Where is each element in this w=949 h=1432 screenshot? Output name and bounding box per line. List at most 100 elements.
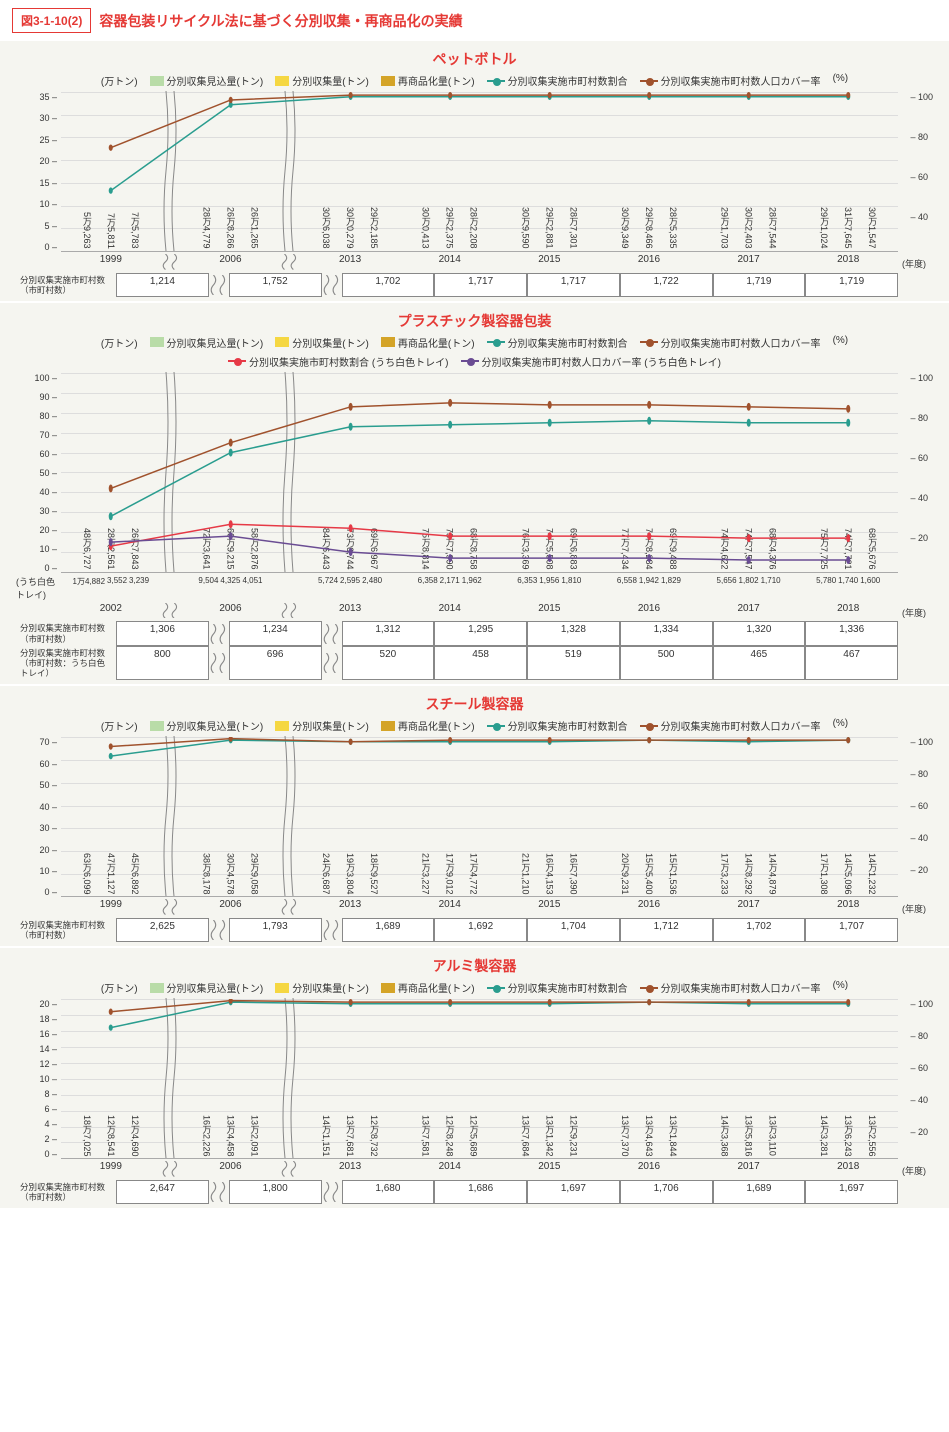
legend-label: 分別収集実施市町村数人口カバー率	[661, 980, 821, 995]
table-row: 分別収集実施市町村数（市町村数：うち白色トレイ）8006965204585195…	[16, 646, 933, 681]
legend-line-swatch	[640, 341, 658, 343]
x-axis: 19992006201320142015201620172018(年度)	[16, 254, 933, 273]
legend-line-swatch	[487, 80, 505, 82]
axis-break-x	[209, 1180, 229, 1204]
sub-value: 1,942	[639, 576, 659, 585]
panel-title: スチール製容器	[16, 694, 933, 714]
legend-label: 分別収集実施市町村数割合 (うち白色トレイ)	[249, 354, 448, 369]
bar-value-label: 17万1,308	[818, 853, 831, 895]
bar-value-label: 13万7,370	[619, 1115, 632, 1157]
sub-value: 1,810	[561, 576, 581, 585]
legend-label: 分別収集見込量(トン)	[167, 718, 264, 733]
table-cell: 1,697	[527, 1180, 620, 1204]
y-tick: 20 –	[16, 845, 57, 855]
bar-value-label: 60万9,215	[224, 528, 237, 570]
y-axis-left: 35 –30 –25 –20 –15 –10 –5 –0 –	[16, 92, 61, 252]
y-axis-right: – 100– 80– 60– 40– 20	[898, 737, 933, 897]
table-cell: 458	[434, 646, 527, 681]
panel-title: ペットボトル	[16, 49, 933, 69]
x-tick: 2017	[699, 1161, 799, 1180]
x-unit: (年度)	[898, 1161, 933, 1180]
table-cell: 1,704	[527, 918, 620, 942]
table-cell: 1,712	[620, 918, 713, 942]
sub-value-cell: 5,6561,8021,710	[699, 575, 799, 601]
bar-value-label: 17万3,233	[719, 853, 732, 895]
bar-value-label: 16万7,390	[567, 853, 580, 895]
panels-container: ペットボトル(万トン)分別収集見込量(トン)分別収集量(トン)再商品化量(トン)…	[0, 41, 949, 1208]
legend-label: 再商品化量(トン)	[398, 335, 475, 350]
table-cell: 1,793	[229, 918, 322, 942]
y-tick: 60 –	[16, 449, 57, 459]
bar-value-label: 29万1,024	[818, 207, 831, 249]
bar-value-label: 45万6,892	[129, 853, 142, 895]
bar-value-label: 16万2,226	[200, 1115, 213, 1157]
bar-value-label: 13万1,342	[543, 1115, 556, 1157]
y-tick: 4 –	[16, 1119, 57, 1129]
bar-value-label: 74万5,508	[543, 528, 556, 570]
bar-value-label: 69万6,967	[368, 528, 381, 570]
bar-value-label: 14万3,368	[719, 1115, 732, 1157]
table-cell: 1,717	[434, 273, 527, 297]
legend-label: 分別収集量(トン)	[292, 73, 369, 88]
axis-break-x	[161, 1161, 181, 1180]
bar-value-label: 26万7,843	[129, 528, 142, 570]
bar-value-label: 12万8,248	[444, 1115, 457, 1157]
x-tick: 2015	[500, 1161, 600, 1180]
legend-extra: 分別収集実施市町村数割合 (うち白色トレイ) 分別収集実施市町村数人口カバー率 (…	[16, 354, 933, 369]
legend-label: 分別収集実施市町村数人口カバー率 (うち白色トレイ)	[482, 354, 721, 369]
bar-value-label: 48万6,727	[81, 528, 94, 570]
y-right-unit: (%)	[833, 335, 849, 350]
table-row: 分別収集実施市町村数（市町村数）1,3061,2341,3121,2951,32…	[16, 621, 933, 645]
legend-swatch	[150, 337, 164, 347]
legend-label: 分別収集量(トン)	[292, 718, 369, 733]
y-tick: 15 –	[16, 178, 57, 188]
bar-value-label: 24万6,687	[320, 853, 333, 895]
legend-item: 分別収集見込量(トン)	[150, 980, 264, 995]
x-axis: 20022006201320142015201620172018(年度)	[16, 603, 933, 622]
bar-value-label: 14万3,281	[818, 1115, 831, 1157]
legend-item: 分別収集量(トン)	[275, 980, 369, 995]
bar-value-label: 14万1,151	[320, 1115, 333, 1157]
legend-item: 分別収集見込量(トン)	[150, 335, 264, 350]
table-row-label: 分別収集実施市町村数（市町村数）	[16, 1180, 116, 1204]
bar-value-label: 13万4,458	[224, 1115, 237, 1157]
bar-value-label: 31万7,645	[842, 207, 855, 249]
y-axis-left: 100 –90 –80 –70 –60 –50 –40 –30 –20 –10 …	[16, 373, 61, 573]
bar-value-label: 30万9,349	[619, 207, 632, 249]
sub-value: 9,504	[198, 576, 218, 585]
y-tick: 30 –	[16, 506, 57, 516]
table-cell: 1,702	[342, 273, 435, 297]
table-cell: 1,697	[805, 1180, 898, 1204]
sub-value: 6,558	[617, 576, 637, 585]
y-axis-left: 70 –60 –50 –40 –30 –20 –10 –0 –	[16, 737, 61, 897]
chart-panel: スチール製容器(万トン)分別収集見込量(トン)分別収集量(トン)再商品化量(トン…	[0, 686, 949, 946]
bar-value-label: 29万2,185	[368, 207, 381, 249]
x-tick: 2016	[599, 603, 699, 622]
bar-value-label: 28万4,779	[200, 207, 213, 249]
legend-item: 分別収集実施市町村数人口カバー率	[640, 73, 821, 88]
x-tick: 2006	[181, 1161, 281, 1180]
y-tick: 30 –	[16, 823, 57, 833]
table-cell: 1,717	[527, 273, 620, 297]
axis-break-x	[161, 603, 181, 622]
legend-swatch	[275, 337, 289, 347]
legend-item: 分別収集実施市町村数割合	[487, 718, 628, 733]
axis-break-x	[209, 273, 229, 297]
y-tick-r: – 40	[910, 493, 933, 503]
bar-value-label: 29万2,375	[444, 207, 457, 249]
x-tick: 2017	[699, 254, 799, 273]
sub-value-cell: 6,5581,9421,829	[599, 575, 699, 601]
y-tick-r: – 80	[910, 1031, 933, 1041]
legend-line-swatch	[487, 987, 505, 989]
bar-value-label: 28万2,208	[468, 207, 481, 249]
y-tick: 12 –	[16, 1059, 57, 1069]
y-tick: 100 –	[16, 373, 57, 383]
legend-line-swatch	[487, 341, 505, 343]
table-cell: 1,320	[713, 621, 806, 645]
legend-item: 分別収集量(トン)	[275, 73, 369, 88]
y-tick: 18 –	[16, 1014, 57, 1024]
bar-value-label: 13万2,091	[248, 1115, 261, 1157]
table-cell: 1,312	[342, 621, 435, 645]
legend-swatch	[275, 76, 289, 86]
bar-value-label: 14万4,879	[767, 853, 780, 895]
